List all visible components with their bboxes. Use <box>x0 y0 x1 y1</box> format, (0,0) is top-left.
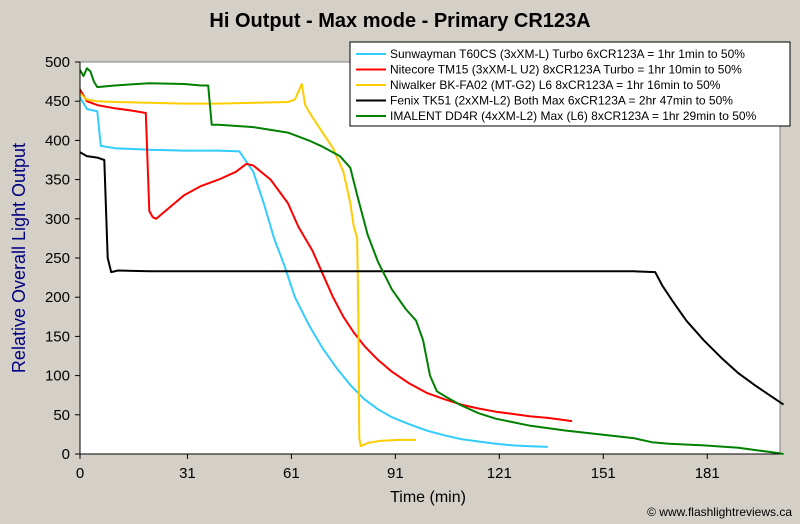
y-tick-label: 0 <box>62 446 70 463</box>
y-tick-label: 50 <box>53 407 70 424</box>
legend-label-4: Fenix TK51 (2xXM-L2) Both Max 6xCR123A =… <box>390 94 733 108</box>
x-tick-label: 151 <box>591 465 616 482</box>
series-line-3 <box>79 83 417 448</box>
legend-label-1: Sunwayman T60CS (3xXM-L) Turbo 6xCR123A … <box>390 47 745 61</box>
y-tick-label: 350 <box>45 172 70 189</box>
credit-text: © www.flashlightreviews.ca <box>647 505 792 519</box>
legend-label-3: Niwalker BK-FA02 (MT-G2) L6 8xCR123A = 1… <box>390 78 721 92</box>
ticks-layer: 0 50 100 150 200 250 300 350 400 450 500 0 31 61 91 121… <box>45 54 720 482</box>
y-tick-label: 500 <box>45 54 70 71</box>
y-tick-label: 250 <box>45 250 70 267</box>
y-tick-label: 300 <box>45 211 70 228</box>
x-tick-label: 181 <box>695 465 720 482</box>
x-tick-label: 61 <box>283 465 300 482</box>
x-tick-label: 31 <box>179 465 196 482</box>
series-line-4 <box>79 151 785 406</box>
series-line-5 <box>79 67 784 455</box>
x-tick-label: 0 <box>76 465 84 482</box>
y-tick-label: 100 <box>45 368 70 385</box>
legend-label-2: Nitecore TM15 (3xXM-L U2) 8xCR123A Turbo… <box>390 63 742 77</box>
legend-label-5: IMALENT DD4R (4xXM-L2) Max (L6) 8xCR123A… <box>390 109 757 123</box>
plot-area <box>79 61 781 455</box>
y-tick-label: 150 <box>45 328 70 345</box>
x-axis-label: Time (min) <box>390 489 466 506</box>
x-tick-label: 121 <box>487 465 512 482</box>
y-tick-label: 400 <box>45 132 70 149</box>
chart-title: Hi Output - Max mode - Primary CR123A <box>209 10 590 32</box>
series-line-1 <box>79 96 548 448</box>
legend: Sunwayman T60CS (3xXM-L) Turbo 6xCR123A … <box>349 41 791 127</box>
y-tick-label: 450 <box>45 93 70 110</box>
legend-box <box>349 41 791 127</box>
x-tick-label: 91 <box>387 465 404 482</box>
series-layer <box>79 67 785 455</box>
y-axis-label: Relative Overall Light Output <box>9 143 29 373</box>
y-tick-label: 200 <box>45 289 70 306</box>
